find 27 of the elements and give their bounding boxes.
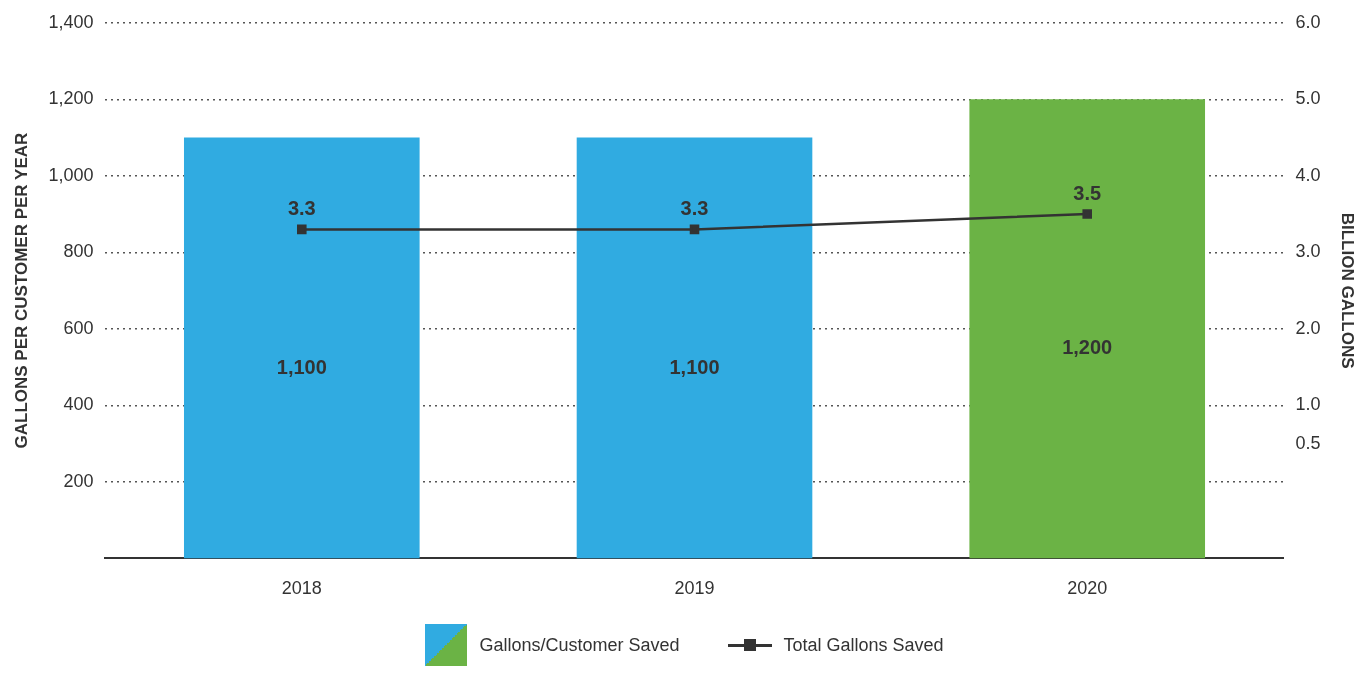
y2-tick-label: 2.0 (1295, 317, 1321, 338)
y-tick-label: 400 (63, 394, 94, 415)
data-label: 1,100 (669, 355, 720, 378)
y-tick-label: 1,200 (48, 88, 94, 109)
x-tick-label: 2018 (281, 578, 322, 599)
x-tick-label: 2019 (674, 578, 715, 599)
y-tick-label: 1,400 (48, 11, 94, 32)
y-tick-label: 600 (63, 317, 94, 338)
y2-tick-label: 3.0 (1295, 241, 1321, 262)
y2-tick-label: 0.5 (1295, 432, 1321, 453)
data-label: 3.3 (680, 196, 709, 219)
data-label: 1,200 (1062, 336, 1113, 359)
y2-tick-label: 6.0 (1295, 11, 1321, 32)
data-label: 3.5 (1073, 181, 1102, 204)
y-tick-label: 800 (63, 241, 94, 262)
y-tick-label: 200 (63, 470, 94, 491)
legend-label: Gallons/Customer Saved (479, 634, 680, 656)
y2-axis-title: BILLION GALLONS (1338, 212, 1358, 369)
y2-tick-label: 1.0 (1295, 394, 1321, 415)
legend-label: Total Gallons Saved (783, 634, 944, 656)
y-tick-label: 1,000 (48, 164, 94, 185)
y2-tick-label: 5.0 (1295, 88, 1321, 109)
data-label: 3.3 (287, 196, 316, 219)
data-label: 1,100 (276, 355, 327, 378)
x-tick-label: 2020 (1067, 578, 1108, 599)
y2-tick-label: 4.0 (1295, 164, 1321, 185)
y-axis-title: GALLONS PER CUSTOMER PER YEAR (11, 132, 31, 449)
